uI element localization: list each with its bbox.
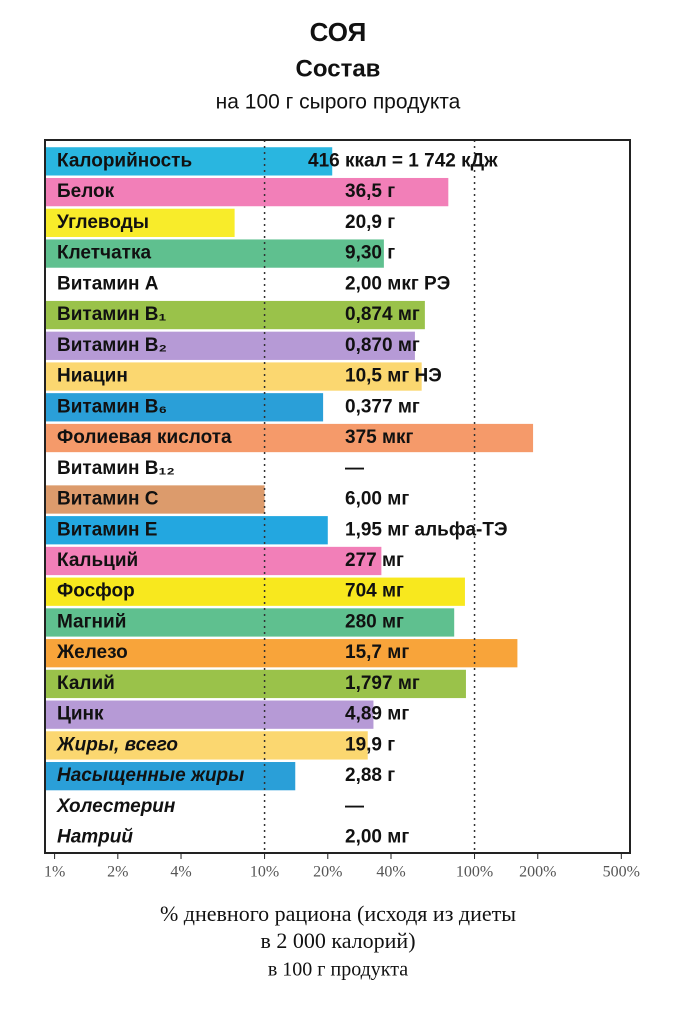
category-label: Калорийность (57, 150, 192, 171)
value-label: 2,88 г (345, 765, 395, 786)
bar (45, 608, 455, 637)
category-label: Углеводы (57, 212, 149, 233)
value-label: — (345, 458, 364, 479)
bar (45, 239, 384, 268)
bar (45, 393, 324, 422)
value-label: 1,95 мг альфа-ТЭ (345, 519, 507, 540)
x-tick-label: 4% (170, 864, 191, 881)
x-tick-label: 40% (376, 864, 405, 881)
x-tick-label: 100% (456, 864, 493, 881)
value-label: 0,870 мг (345, 335, 420, 356)
bar (45, 362, 422, 391)
bar (45, 300, 425, 330)
category-label: Насыщенные жиры (57, 765, 244, 786)
bar (45, 208, 235, 237)
bar (45, 147, 333, 176)
category-label: Магний (57, 611, 126, 632)
category-label: Витамин A (57, 273, 159, 294)
bar (45, 700, 374, 729)
value-label: 375 мкг (345, 427, 414, 448)
category-label: Клетчатка (57, 243, 151, 264)
value-label: 277 мг (345, 550, 404, 571)
value-label: 4,89 мг (345, 704, 409, 725)
bar (45, 639, 518, 668)
category-label: Фолиевая кислота (57, 427, 232, 448)
x-tick-label: 500% (603, 864, 640, 881)
value-label: 2,00 мкг РЭ (345, 273, 450, 294)
value-label: 416 ккал = 1 742 кДж (308, 150, 498, 171)
chart-caption: на 100 г сырого продукта (216, 91, 461, 114)
chart-subtitle: Состав (296, 55, 381, 82)
x-tick-label: 1% (44, 864, 65, 881)
bar (45, 516, 328, 545)
category-label: Фосфор (57, 581, 135, 602)
value-label: 0,377 мг (345, 396, 420, 417)
category-label: Витамин B₂ (57, 335, 167, 356)
category-label: Белок (57, 181, 115, 202)
value-label: 36,5 г (345, 181, 395, 202)
value-label: 10,5 мг НЭ (345, 366, 442, 387)
bar (45, 177, 449, 207)
value-label: 704 мг (345, 581, 404, 602)
value-label: — (345, 796, 364, 817)
bar (45, 577, 465, 606)
category-label: Витамин B₁ (57, 304, 166, 325)
category-label: Холестерин (56, 796, 176, 817)
category-label: Витамин C (57, 489, 159, 510)
value-label: 15,7 мг (345, 642, 409, 663)
category-label: Калий (57, 673, 115, 694)
category-label: Натрий (57, 827, 133, 848)
value-label: 19,9 г (345, 734, 395, 755)
category-label: Витамин B₁₂ (57, 458, 175, 479)
value-label: 20,9 г (345, 212, 395, 233)
bar (45, 546, 382, 576)
category-label: Железо (56, 642, 128, 663)
x-axis-label: в 2 000 калорий) (260, 928, 415, 953)
value-label: 6,00 мг (345, 489, 409, 510)
bar (45, 669, 466, 699)
bar (45, 485, 265, 514)
x-axis-sublabel: в 100 г продукта (268, 959, 408, 981)
category-label: Витамин B₆ (57, 396, 167, 417)
x-axis-label: % дневного рациона (исходя из диеты (160, 901, 516, 926)
x-tick-label: 20% (313, 864, 342, 881)
bar (45, 731, 368, 760)
bar (45, 423, 534, 453)
plot-frame (44, 139, 631, 854)
category-label: Витамин E (57, 519, 157, 540)
value-label: 280 мг (345, 611, 404, 632)
category-label: Цинк (57, 704, 104, 725)
category-label: Жиры, всего (56, 734, 178, 755)
value-label: 1,797 мг (345, 673, 420, 694)
bar (45, 331, 415, 360)
value-label: 9,30 г (345, 243, 395, 264)
category-label: Кальций (57, 550, 138, 571)
value-label: 0,874 мг (345, 304, 420, 325)
x-tick-label: 200% (519, 864, 556, 881)
chart-title: СОЯ (310, 17, 367, 47)
bar (45, 762, 296, 791)
value-label: 2,00 мг (345, 827, 409, 848)
category-label: Ниацин (57, 366, 128, 387)
x-tick-label: 10% (250, 864, 279, 881)
x-tick-label: 2% (107, 864, 128, 881)
